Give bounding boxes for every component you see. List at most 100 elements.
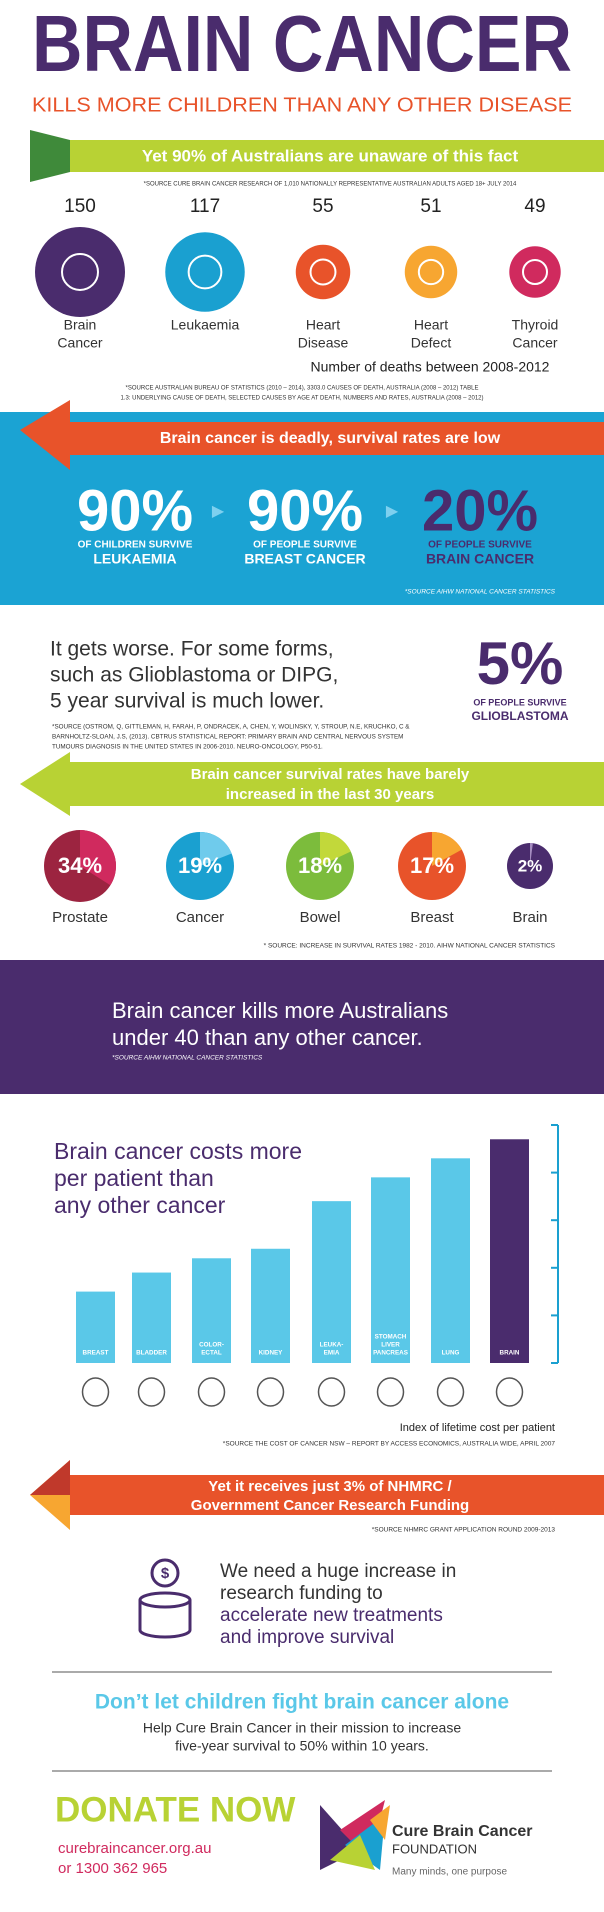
coin-icon (150, 1558, 180, 1588)
stat-label: LEUKAEMIA (93, 551, 176, 567)
banner-text: Government Cancer Research Funding (191, 1497, 469, 1514)
banner-fold (20, 752, 70, 816)
stat-value: 90% (247, 478, 363, 543)
body-text: accelerate new treatments (220, 1605, 443, 1626)
body-text: five-year survival to 50% within 10 year… (175, 1738, 429, 1754)
banner-text: Yet it receives just 3% of NHMRC / (208, 1478, 452, 1495)
value-label: 18% (298, 853, 342, 878)
death-circle (165, 232, 245, 312)
source: TUMOURS DIAGNOSIS IN THE UNITED STATES I… (52, 744, 323, 751)
death-label: Cancer (512, 335, 557, 351)
body-text: under 40 than any other cancer. (112, 1025, 423, 1050)
stat-label: BREAST CANCER (244, 551, 365, 567)
stat-label: OF PEOPLE SURVIVE (428, 540, 532, 551)
bar-label: ECTAL (201, 1350, 222, 1357)
bar-label: BLADDER (136, 1350, 167, 1357)
death-circle (35, 227, 125, 317)
bar (251, 1248, 290, 1363)
organ-icon (81, 1377, 110, 1407)
logo-subname: FOUNDATION (392, 1841, 477, 1856)
caption: Number of deaths between 2008-2012 (311, 359, 550, 375)
bar (76, 1291, 115, 1363)
death-count: 55 (312, 196, 333, 217)
body-text: We need a huge increase in (220, 1561, 456, 1582)
value-label: 19% (178, 853, 222, 878)
stat-label: OF CHILDREN SURVIVE (78, 540, 193, 551)
donut-wedge (432, 832, 462, 866)
donut-wedge (530, 843, 533, 866)
donut-wedge (200, 832, 232, 866)
bar-label: STOMACH (375, 1334, 407, 1341)
bar (132, 1272, 171, 1363)
organ-icon (197, 1377, 226, 1407)
death-count: 49 (524, 196, 545, 217)
value-label: 2% (518, 856, 543, 875)
organ-icon (309, 258, 337, 286)
death-count: 150 (64, 196, 96, 217)
bar (431, 1158, 470, 1363)
banner (70, 762, 604, 806)
logo-name: Cure Brain Cancer (392, 1823, 533, 1840)
body-text: 5 year survival is much lower. (50, 690, 324, 713)
organ-icon (256, 1377, 285, 1407)
organ-icon (436, 1377, 465, 1407)
subtitle: KILLS MORE CHILDREN THAN ANY OTHER DISEA… (32, 94, 572, 116)
value-label: 17% (410, 853, 454, 878)
banner-text: increased in the last 30 years (226, 786, 434, 803)
logo-shape (345, 1815, 385, 1870)
organ-icon (495, 1377, 524, 1407)
bar (312, 1201, 351, 1363)
logo-tagline: Many minds, one purpose (392, 1867, 508, 1878)
death-label: Brain (64, 317, 97, 333)
chart-title: Brain cancer costs more (54, 1138, 302, 1164)
bar-label: BRAIN (500, 1350, 520, 1357)
death-label: Heart (414, 317, 448, 333)
value-label: 34% (58, 853, 102, 878)
title: BRAIN CANCER (32, 0, 572, 88)
category-label: Breast (410, 909, 454, 926)
bar-label: LIVER (381, 1342, 400, 1349)
body-text: Brain cancer kills more Australians (112, 998, 448, 1023)
donut-wedge (320, 832, 351, 866)
organ-icon (317, 1377, 346, 1407)
organ-icon (61, 253, 99, 291)
stat-value: 20% (422, 478, 538, 543)
arrow: ▶ (212, 503, 225, 520)
banner (70, 1475, 604, 1515)
organ-icon (521, 258, 549, 286)
death-count: 51 (420, 196, 441, 217)
bar-label: BREAST (83, 1350, 109, 1357)
heading: Don’t let children fight brain cancer al… (95, 1691, 509, 1714)
stat-value: 5% (477, 630, 564, 697)
source: *SOURCE (OSTROM, Q, GITTLEMAN, H, FARAH,… (52, 724, 410, 731)
chart-title: any other cancer (54, 1192, 226, 1218)
death-label: Leukaemia (171, 317, 240, 333)
bar-label: KIDNEY (259, 1350, 284, 1357)
bar-label: LEUKA- (320, 1342, 344, 1349)
body-text: Help Cure Brain Cancer in their mission … (143, 1720, 461, 1736)
banner-fold (30, 130, 70, 182)
stat-label: OF PEOPLE SURVIVE (253, 540, 357, 551)
banner-text: Brain cancer survival rates have barely (191, 766, 470, 783)
source: BARNHOLTZ-SLOAN, J.S, (2013). CBTRUS STA… (52, 734, 403, 741)
bar-label: EMIA (324, 1350, 340, 1357)
logo-shape (330, 1835, 375, 1870)
banner (70, 422, 604, 455)
donate-heading: DONATE NOW (55, 1790, 295, 1829)
death-circle (509, 246, 561, 298)
body-text: research funding to (220, 1583, 383, 1604)
category-label: Cancer (176, 909, 224, 926)
banner-fold (30, 1460, 70, 1495)
source: *SOURCE AUSTRALIAN BUREAU OF STATISTICS … (126, 386, 479, 392)
url: curebraincancer.org.au (58, 1840, 211, 1857)
body-text: and improve survival (220, 1627, 394, 1648)
bar-label: COLOR- (199, 1342, 224, 1349)
banner-text: Yet 90% of Australians are unaware of th… (142, 146, 519, 165)
source: *SOURCE NHMRC GRANT APPLICATION ROUND 20… (372, 1527, 556, 1534)
banner-fold (20, 400, 70, 470)
body-text: It gets worse. For some forms, (50, 638, 334, 661)
death-label: Disease (298, 335, 349, 351)
chart-title: per patient than (54, 1165, 214, 1191)
source: *SOURCE THE COST OF CANCER NSW – REPORT … (223, 1441, 556, 1448)
